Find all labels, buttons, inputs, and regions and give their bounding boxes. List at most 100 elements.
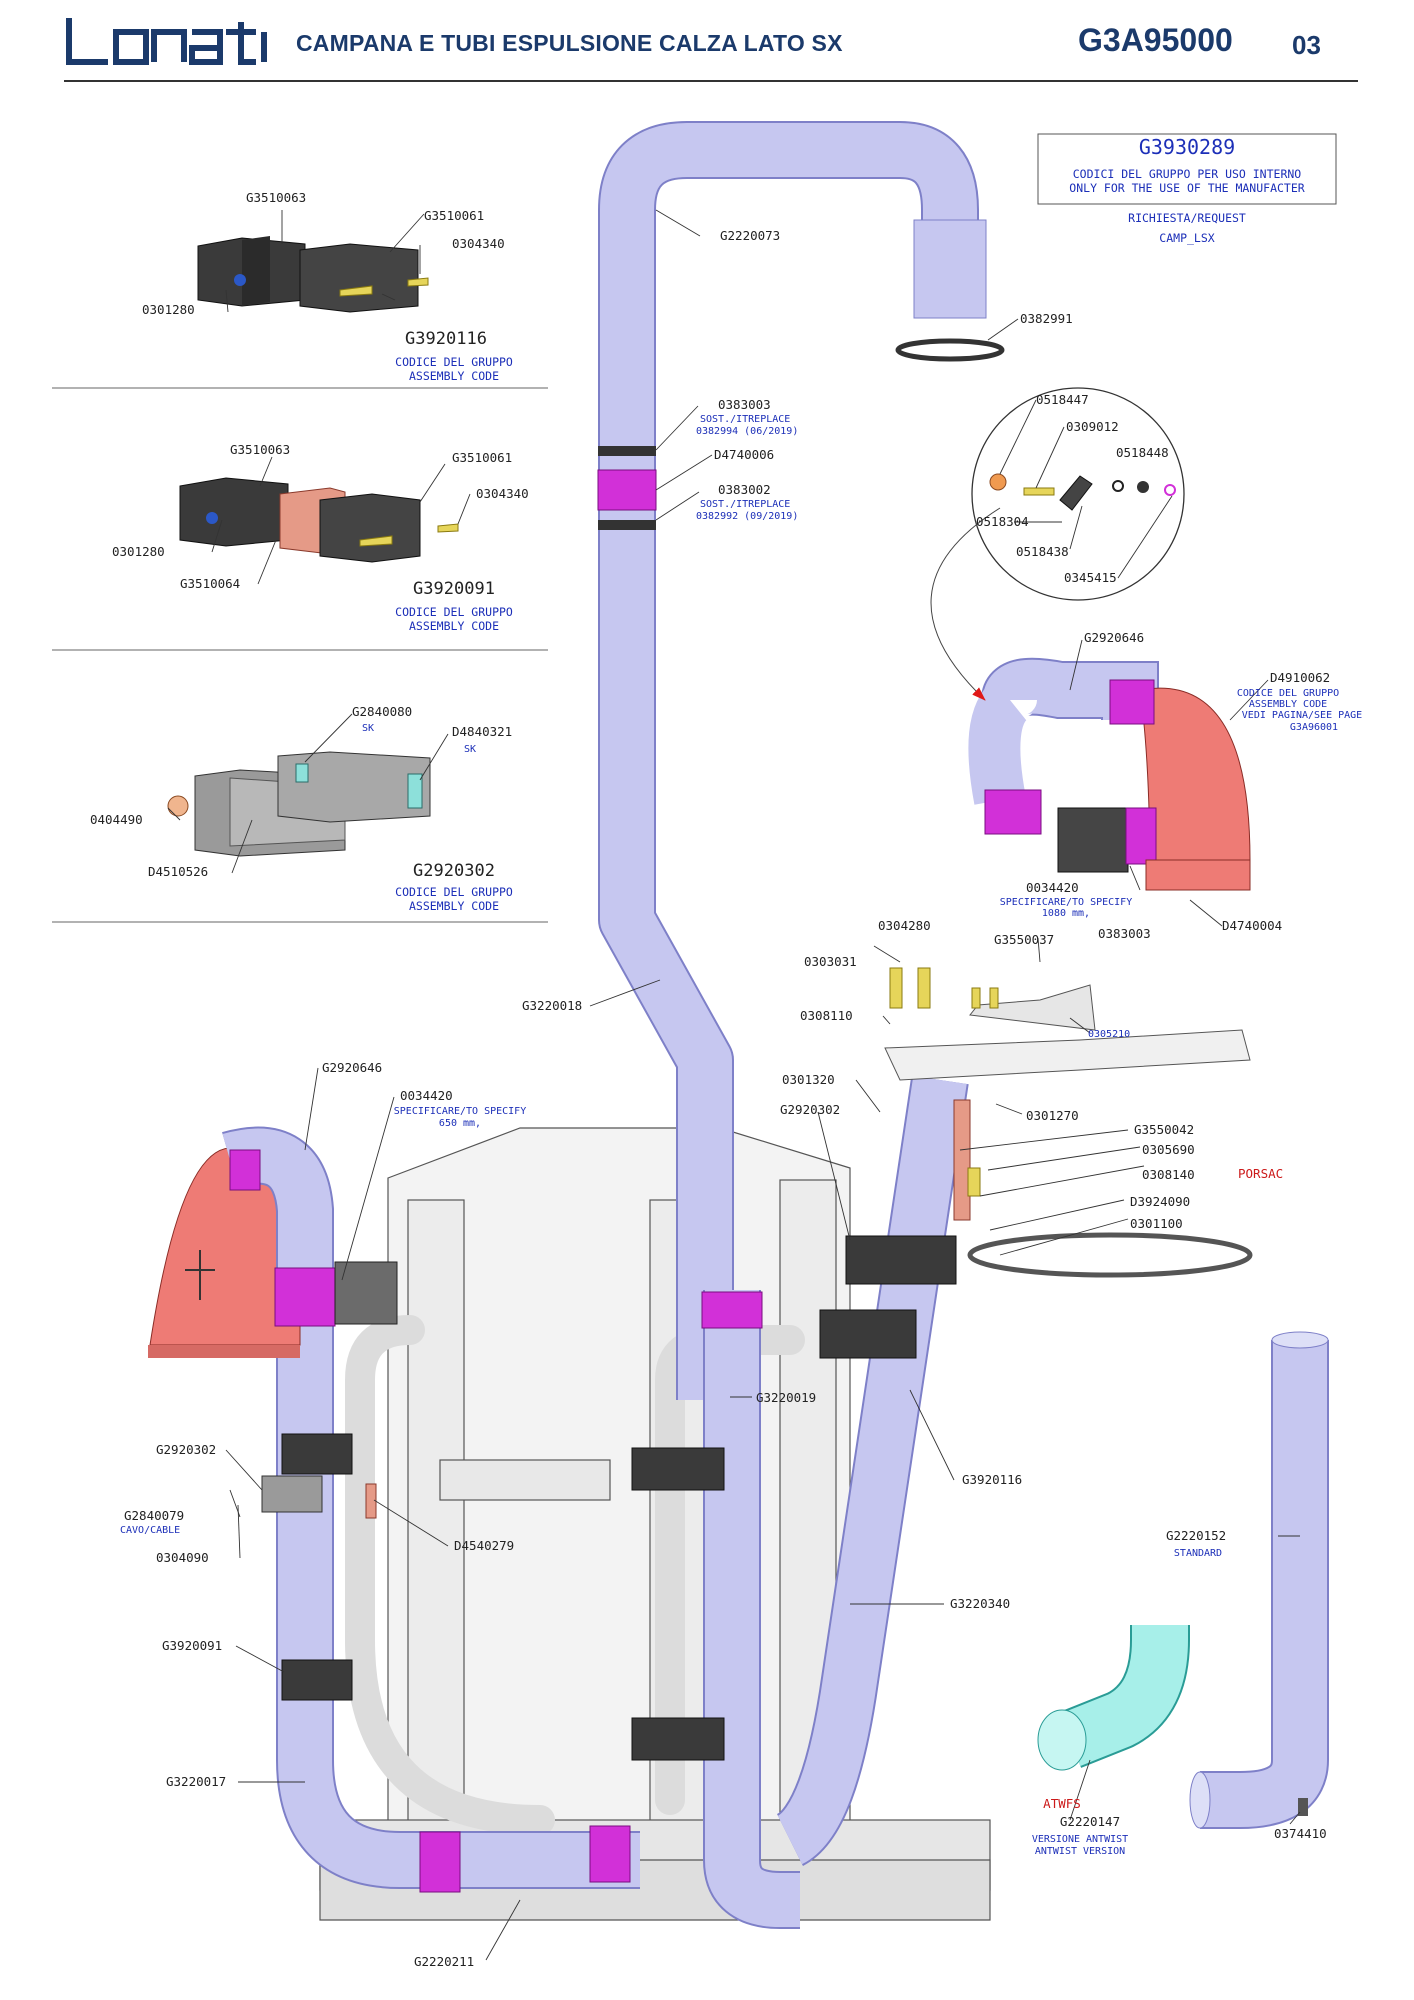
tube-g2220147	[1058, 1610, 1190, 1768]
plate-d4540279	[365, 1483, 377, 1519]
request-line1: RICHIESTA/REQUEST	[1128, 211, 1246, 225]
internal-line1: CODICI DEL GRUPPO PER USO INTERNO	[1073, 167, 1302, 181]
part-label: G2840080	[352, 704, 412, 719]
page-number: 03	[1292, 30, 1321, 60]
joint-d4740006	[597, 446, 657, 530]
part-note: SPECIFICARE/TO SPECIFY	[1000, 897, 1132, 908]
part-label: 0305210	[1088, 1029, 1130, 1040]
atwfs-note: ATWFS	[1043, 1796, 1081, 1811]
part-label: 0518448	[1116, 445, 1169, 460]
part-label: G2920646	[322, 1060, 382, 1075]
part-label: 0518304	[976, 514, 1029, 529]
part-label: 0383003	[718, 397, 771, 412]
part-label: 0301320	[782, 1072, 835, 1087]
part-label: D4510526	[148, 864, 208, 879]
part-label: G3510061	[424, 208, 484, 223]
part-label: 0404490	[90, 812, 143, 827]
part-note: 1080 mm,	[1042, 908, 1090, 919]
part-label: G2920646	[1084, 630, 1144, 645]
part-note: ANTWIST VERSION	[1035, 1846, 1125, 1857]
part-label: 0301100	[1130, 1216, 1183, 1231]
part-label: 0304280	[878, 918, 931, 933]
part-label: D4740006	[714, 447, 774, 462]
part-label: 0303031	[804, 954, 857, 969]
kit-line2: ASSEMBLY CODE	[409, 619, 499, 633]
kit-line1: CODICE DEL GRUPPO	[395, 605, 513, 619]
part-label: G3550037	[994, 932, 1054, 947]
kit-code: G2920302	[413, 861, 495, 881]
part-label: 0301270	[1026, 1108, 1079, 1123]
part-label: 0374410	[1274, 1826, 1327, 1841]
part-label: D4910062	[1270, 670, 1330, 685]
kit-line2: ASSEMBLY CODE	[409, 899, 499, 913]
fitting-0374410	[1298, 1798, 1308, 1816]
part-label: G3550042	[1134, 1122, 1194, 1137]
part-label: G2920302	[156, 1442, 216, 1457]
part-label: 0518438	[1016, 544, 1069, 559]
part-label: G3510063	[230, 442, 290, 457]
part-note: VEDI PAGINA/SEE PAGE	[1242, 710, 1362, 721]
black-clamps	[281, 1235, 957, 1761]
leader-lines	[167, 209, 1301, 1961]
kit-g3920091-drawing	[179, 477, 459, 563]
clamp-ring	[589, 1825, 631, 1883]
part-label: 0304340	[452, 236, 505, 251]
kit-line1: CODICE DEL GRUPPO	[395, 885, 513, 899]
document-code: G3A95000	[1078, 22, 1233, 58]
part-label: 0309012	[1066, 419, 1119, 434]
part-label: 0383003	[1098, 926, 1151, 941]
kit-line1: CODICE DEL GRUPPO	[395, 355, 513, 369]
internal-code-box	[1037, 133, 1337, 205]
tube-g3220019	[703, 1290, 809, 1929]
part-note: 650 mm,	[439, 1118, 481, 1129]
tube-end	[1189, 1771, 1211, 1829]
part-note: SOST./ITREPLACE	[700, 414, 790, 425]
porsac-note: PORSAC	[1238, 1166, 1283, 1181]
clamp-ring	[419, 1831, 461, 1893]
part-label: G3920116	[962, 1472, 1022, 1487]
part-note: STANDARD	[1174, 1548, 1222, 1559]
internal-code: G3930289	[1139, 135, 1235, 159]
main-tube-g3220018	[598, 560, 734, 1400]
part-label: G3510064	[180, 576, 240, 591]
tube-end	[1271, 1331, 1329, 1349]
part-label: 0305690	[1142, 1142, 1195, 1157]
tube-g3220017	[276, 1280, 640, 1889]
part-label: 0301280	[142, 302, 195, 317]
part-note: VERSIONE ANTWIST	[1032, 1834, 1128, 1845]
part-note: SOST./ITREPLACE	[700, 499, 790, 510]
kit-code: G3920116	[405, 329, 487, 349]
kit-code: G3920091	[413, 579, 495, 599]
part-label: 0345415	[1064, 570, 1117, 585]
part-label: G3220340	[950, 1596, 1010, 1611]
detail-arrow	[930, 507, 1001, 701]
part-label: 0382991	[1020, 311, 1073, 326]
lonati-logo	[66, 18, 267, 65]
part-label: D4840321	[452, 724, 512, 739]
upper-tube-g2220073	[598, 121, 979, 629]
tube-g3220340	[774, 1075, 969, 1866]
part-label: D4740004	[1222, 918, 1282, 933]
kit-line2: ASSEMBLY CODE	[409, 369, 499, 383]
part-label: G3510063	[246, 190, 306, 205]
part-label: G3220019	[756, 1390, 816, 1405]
part-note: 0382994 (06/2019)	[696, 426, 798, 437]
page-header: CAMPANA E TUBI ESPULSIONE CALZA LATO SX …	[0, 0, 1414, 86]
part-note: CAVO/CABLE	[120, 1525, 180, 1536]
part-note: SPECIFICARE/TO SPECIFY	[394, 1106, 526, 1117]
header-divider	[64, 80, 1358, 82]
part-label: G2220147	[1060, 1814, 1120, 1829]
part-label: 0034420	[1026, 880, 1079, 895]
band-0382991	[895, 338, 1005, 362]
tube-outlet	[913, 219, 987, 319]
bracket-g2920302	[261, 1475, 323, 1513]
part-label: 0383002	[718, 482, 771, 497]
part-label: 0308140	[1142, 1167, 1195, 1182]
page-title: CAMPANA E TUBI ESPULSIONE CALZA LATO SX	[296, 30, 843, 56]
left-bell-assembly	[148, 1126, 398, 1358]
part-note: SK	[464, 744, 476, 755]
part-label: D3924090	[1130, 1194, 1190, 1209]
part-label: G3220018	[522, 998, 582, 1013]
right-bell-assembly	[968, 657, 1251, 891]
